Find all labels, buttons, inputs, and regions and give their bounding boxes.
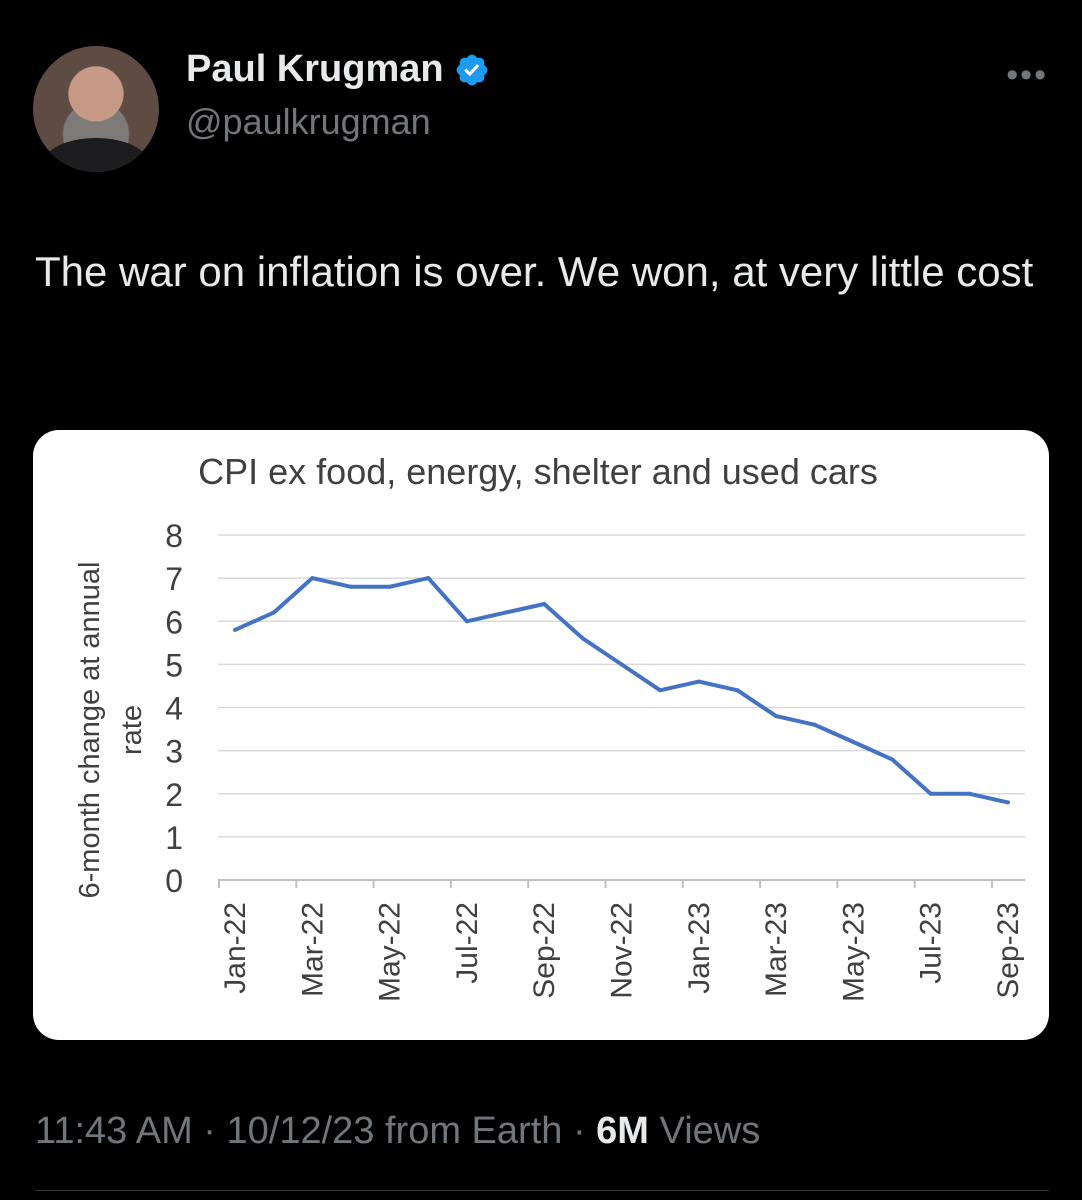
tweet-meta: 11:43 AM · 10/12/23 from Earth · 6M View… (35, 1110, 760, 1153)
x-tick-label: Jan-23 (683, 902, 716, 994)
y-tick-label: 0 (165, 863, 183, 899)
data-point (851, 740, 856, 744)
data-point (928, 791, 933, 796)
tweet-source: from Earth (385, 1110, 563, 1152)
y-tick-label: 4 (165, 691, 183, 727)
verified-badge-icon (456, 54, 487, 85)
y-tick-label: 8 (165, 518, 183, 554)
x-tick-label: Jul-23 (915, 902, 948, 984)
avatar-shoulders (43, 138, 149, 172)
divider (35, 1190, 1049, 1191)
data-point (890, 757, 895, 762)
tweet-time[interactable]: 11:43 AM (35, 1110, 193, 1152)
x-tick-label: Sep-22 (528, 902, 561, 999)
chart: CPI ex food, energy, shelter and used ca… (74, 451, 1025, 1002)
x-tick-label: Sep-23 (992, 902, 1025, 999)
data-point (426, 576, 431, 581)
data-point (271, 610, 276, 615)
meta-separator: · (572, 1110, 586, 1152)
author-handle[interactable]: @paulkrugman (186, 101, 431, 142)
data-point (233, 627, 237, 632)
data-point (735, 688, 740, 693)
data-point (774, 714, 779, 719)
x-tick-label: Jul-22 (451, 902, 484, 984)
y-tick-label: 1 (165, 820, 183, 856)
x-tick-label: Nov-22 (606, 902, 639, 999)
x-tick-label: Mar-23 (760, 902, 793, 997)
more-horizontal-icon[interactable]: ••• (1006, 56, 1048, 94)
data-point (503, 610, 508, 615)
data-point (696, 679, 701, 684)
y-axis-label-line1: 6-month change at annual (74, 562, 106, 899)
tweet-text: The war on inflation is over. We won, at… (35, 248, 1034, 295)
name-row: Paul Krugman (186, 48, 490, 91)
y-tick-label: 7 (165, 561, 183, 597)
data-point (812, 722, 817, 727)
y-axis-label-line2: rate (116, 705, 148, 755)
views-label: Views (659, 1110, 761, 1152)
views-count[interactable]: 6M (596, 1110, 649, 1152)
x-tick-label: May-23 (837, 902, 870, 1002)
data-point (542, 602, 547, 606)
chart-card[interactable]: CPI ex food, energy, shelter and used ca… (33, 430, 1049, 1040)
y-tick-label: 5 (165, 647, 183, 683)
meta-separator: · (203, 1110, 216, 1152)
chart-title: CPI ex food, energy, shelter and used ca… (198, 451, 878, 492)
x-tick-label: Mar-22 (296, 902, 329, 997)
avatar[interactable] (33, 46, 159, 172)
x-tick-label: Jan-22 (219, 902, 252, 994)
data-point (967, 791, 972, 796)
data-point (658, 688, 663, 693)
series-line (234, 576, 1009, 805)
data-point (580, 636, 585, 641)
y-tick-label: 6 (165, 604, 183, 640)
author-name[interactable]: Paul Krugman (186, 48, 444, 90)
data-point (1006, 800, 1010, 805)
tweet-date[interactable]: 10/12/23 (226, 1110, 375, 1152)
y-tick-label: 2 (165, 777, 183, 813)
data-point (464, 619, 469, 624)
data-point (310, 576, 315, 581)
x-tick-label: May-22 (374, 902, 407, 1002)
data-point (387, 584, 392, 589)
y-tick-label: 3 (165, 734, 183, 770)
author-block: Paul Krugman @paulkrugman (186, 48, 490, 143)
data-point (619, 662, 624, 667)
data-point (348, 584, 353, 589)
